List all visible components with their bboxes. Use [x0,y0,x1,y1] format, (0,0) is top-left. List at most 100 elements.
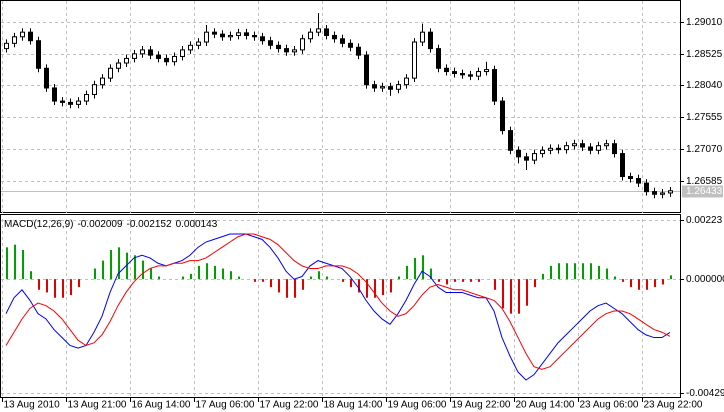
histogram-bar [102,260,104,280]
candle-body [212,31,217,35]
candle-body [548,147,553,151]
y-tick-label: 1.28040 [686,80,723,91]
histogram-bar [62,279,64,298]
histogram-bar [446,279,448,285]
histogram-bar [30,271,32,280]
histogram-bar [6,247,8,280]
indicator-value: -0.002009 [77,219,122,230]
candle-body [156,54,161,59]
histogram-bar [278,279,280,293]
candle-body [556,147,561,151]
histogram-bar [382,279,384,296]
histogram-bar [502,279,504,309]
histogram-bar [198,265,200,280]
candle-body [540,149,545,155]
candle-body [420,31,425,43]
histogram-bar [254,279,256,282]
candle-body [348,42,353,48]
indicator-name: MACD(12,26,9) [4,219,73,230]
histogram-bar [262,279,264,282]
histogram-bar [190,273,192,280]
histogram-bar [38,279,40,290]
candle-body [508,130,513,151]
histogram-bar [206,263,208,280]
histogram-bar [22,249,24,280]
histogram-bar [294,279,296,298]
candle-body [364,54,369,86]
histogram-bar [326,276,328,280]
histogram-bar [110,249,112,280]
candle-body [316,28,321,33]
candle-body [308,31,313,40]
candle-body [516,149,521,158]
candle-body [396,84,401,90]
candle-body [220,33,225,38]
histogram-bar [422,255,424,280]
histogram-bar [318,271,320,280]
candle-body [476,71,481,77]
x-tick-label: 23 Aug 06:00 [580,400,639,411]
histogram-bar [70,279,72,296]
candle-body [260,36,265,42]
histogram-bar [494,279,496,290]
candle-body [628,176,633,180]
candle-body [84,94,89,102]
candle-body [60,100,65,103]
candle-body [636,178,641,184]
x-tick-label: 17 Aug 22:00 [260,400,319,411]
y-tick-label: 0.00223 [686,215,723,226]
histogram-bar [582,263,584,280]
histogram-bar [286,279,288,298]
y-tick-label: 0.000000 [686,274,724,285]
histogram-bar [470,279,472,282]
candle-body [180,49,185,57]
candle-body [412,41,417,79]
candle-body [284,48,289,53]
candle-body [532,153,537,161]
histogram-bar [646,279,648,290]
histogram-bar [430,268,432,280]
histogram-bar [462,279,464,282]
histogram-bar [350,279,352,288]
x-tick-label: 18 Aug 14:00 [324,400,383,411]
histogram-bar [118,247,120,280]
histogram-bar [670,275,672,280]
candle-body [300,38,305,51]
candle-body [108,67,113,79]
candle-body [4,42,9,50]
histogram-bar [566,263,568,280]
candle-body [252,34,257,38]
candle-body [596,145,601,151]
candle-body [12,36,17,44]
indicator-value: 0.000143 [176,219,218,230]
y-tick-label: 1.29010 [686,17,723,28]
y-tick-label: 1.27555 [686,112,723,123]
histogram-bar [534,279,536,288]
histogram-bar [558,263,560,280]
histogram-bar [654,279,656,288]
histogram-bar [366,279,368,298]
histogram-bar [630,279,632,288]
histogram-bar [182,276,184,280]
candle-body [452,71,457,75]
candle-body [492,69,497,102]
histogram-bar [142,260,144,280]
last-price-box [682,185,723,198]
candle-body [668,190,673,194]
price-panel [0,0,681,213]
candle-body [404,77,409,86]
histogram-bar [622,279,624,282]
candle-body [340,38,345,44]
candle-body [468,74,473,77]
histogram-bar [390,279,392,293]
histogram-bar [214,265,216,280]
candle-body [356,46,361,56]
candle-body [580,143,585,148]
candle-body [132,53,137,59]
candle-body [28,31,33,42]
x-tick-label: 19 Aug 06:00 [388,400,447,411]
candle-body [572,143,577,147]
histogram-bar [510,279,512,314]
candle-body [428,31,433,50]
